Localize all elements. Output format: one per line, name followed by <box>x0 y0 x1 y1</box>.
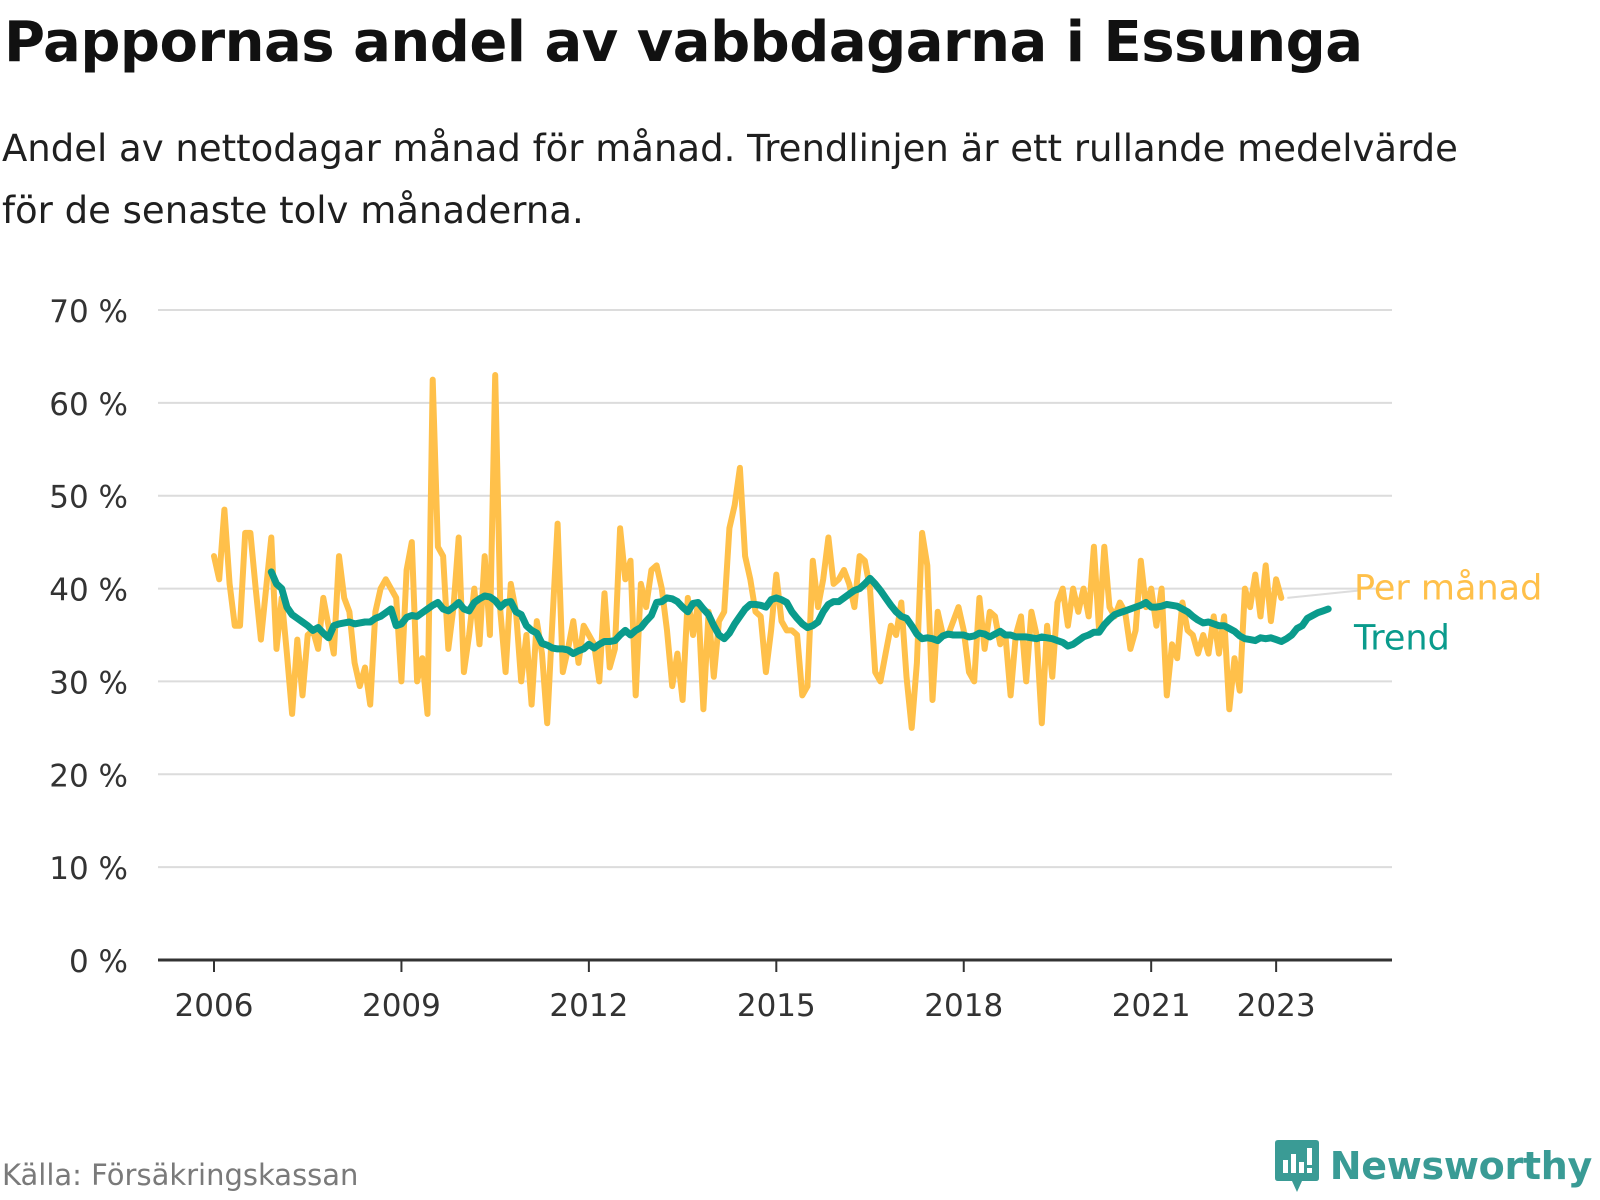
x-tick-label: 2009 <box>362 988 441 1024</box>
y-tick-label: 40 % <box>49 573 128 609</box>
monthly-series-line <box>211 372 1285 731</box>
line-chart: 0 % 10 % 20 % 30 % 40 % 50 % 60 % 70 % 2006 2009… <box>49 294 1542 1024</box>
x-tick-label: 2018 <box>924 988 1003 1024</box>
trend-series-line <box>267 568 1332 658</box>
x-tick-label: 2006 <box>175 988 254 1024</box>
y-tick-label: 50 % <box>49 480 128 516</box>
y-tick-label: 30 % <box>49 665 128 701</box>
x-tick-label: 2021 <box>1112 988 1191 1024</box>
y-tick-label: 10 % <box>49 851 128 887</box>
trend-series-label: Trend <box>1353 619 1450 659</box>
brand: Newsworthy <box>1274 1138 1592 1194</box>
chart-title: Pappornas andel av vabbdagarna i Essunga <box>4 10 1363 75</box>
series-labels: Per månad Trend <box>1287 568 1542 659</box>
x-tick-label: 2012 <box>549 988 628 1024</box>
x-tick-label: 2023 <box>1237 988 1316 1024</box>
x-axis: 2006 2009 2012 2015 2018 2021 2023 <box>158 958 1392 1024</box>
y-tick-label: 60 % <box>49 387 128 423</box>
y-tick-label: 20 % <box>49 758 128 794</box>
monthly-series-label: Per månad <box>1354 568 1542 609</box>
y-axis-tick-labels: 0 % 10 % 20 % 30 % 40 % 50 % 60 % 70 % <box>49 294 128 980</box>
brand-name: Newsworthy <box>1329 1144 1593 1188</box>
y-tick-label: 70 % <box>49 294 128 330</box>
source-note: Källa: Försäkringskassan <box>2 1158 359 1192</box>
series-label-leader <box>1287 589 1359 599</box>
series-lines <box>211 372 1332 731</box>
y-tick-label: 0 % <box>69 944 128 980</box>
x-tick-label: 2015 <box>737 988 816 1024</box>
chart-subtitle: Andel av nettodagar månad för månad. Tre… <box>2 127 1458 232</box>
newsworthy-logo-icon <box>1274 1140 1319 1192</box>
